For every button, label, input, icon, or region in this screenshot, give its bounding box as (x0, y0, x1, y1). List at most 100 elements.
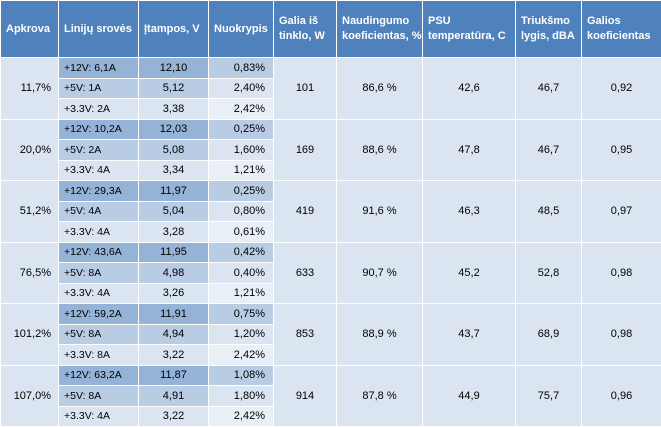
deviation-cell: 1,08% (208, 364, 274, 386)
line-current-cell: +12V: 43,6A (58, 241, 139, 263)
power-cell: 419 (273, 180, 337, 243)
deviation-cell: 0,42% (208, 241, 274, 263)
efficiency-cell: 88,6 % (336, 118, 423, 181)
power-factor-cell: 0,96 (581, 364, 661, 427)
table-row: +5V: 8A 4,94 1,20% (1, 323, 661, 345)
efficiency-cell: 87,8 % (336, 364, 423, 427)
deviation-cell: 1,80% (208, 385, 274, 407)
header-apkrova: Apkrova (0, 0, 59, 58)
voltage-cell: 5,08 (138, 139, 209, 161)
header-liniju-droves: Linijų srovės (58, 0, 139, 58)
temperature-cell: 44,9 (422, 364, 516, 427)
noise-cell: 46,7 (515, 118, 582, 181)
deviation-cell: 2,42% (208, 98, 274, 120)
voltage-cell: 5,04 (138, 200, 209, 222)
header-naudingumo: Naudingumo koeficientas, % (336, 0, 423, 58)
power-cell: 633 (273, 241, 337, 304)
table-row: 107,0% +12V: 63,2A 11,87 1,08% 914 87,8 % 44,9… (0, 364, 661, 427)
deviation-cell: 0,83% (208, 57, 274, 79)
voltage-cell: 12,10 (138, 57, 209, 79)
table-row: +5V: 8A 4,91 1,80% (1, 385, 661, 407)
table-row: 20,0% +12V: 10,2A 12,03 0,25% 169 88,6 % 47,8 4… (0, 118, 661, 181)
power-factor-cell: 0,98 (581, 241, 661, 304)
table-row: +3.3V: 4A 3,26 1,21% (1, 282, 661, 304)
power-factor-cell: 0,95 (581, 118, 661, 181)
line-current-cell: +5V: 8A (58, 385, 139, 407)
power-factor-cell: 0,97 (581, 180, 661, 243)
table-row: +5V: 4A 5,04 0,80% (1, 200, 661, 222)
header-galia: Galia iš tinklo, W (273, 0, 337, 58)
load-cell: 51,2% (0, 180, 59, 243)
deviation-cell: 2,42% (208, 405, 274, 427)
voltage-cell: 4,91 (138, 385, 209, 407)
efficiency-cell: 90,7 % (336, 241, 423, 304)
line-current-cell: +3.3V: 4A (58, 282, 139, 304)
power-cell: 101 (273, 57, 337, 120)
load-cell: 107,0% (0, 364, 59, 427)
temperature-cell: 42,6 (422, 57, 516, 120)
table-row: +5V: 8A 4,98 0,40% (1, 262, 661, 284)
deviation-cell: 2,40% (208, 77, 274, 99)
line-current-cell: +3.3V: 2A (58, 98, 139, 120)
noise-cell: 46,7 (515, 57, 582, 120)
efficiency-cell: 86,6 % (336, 57, 423, 120)
load-cell: 20,0% (0, 118, 59, 181)
line-current-cell: +5V: 1A (58, 77, 139, 99)
line-current-cell: +3.3V: 8A (58, 344, 139, 366)
line-current-cell: +12V: 29,3A (58, 180, 139, 202)
temperature-cell: 46,3 (422, 180, 516, 243)
power-cell: 169 (273, 118, 337, 181)
deviation-cell: 0,40% (208, 262, 274, 284)
table-row: +3.3V: 8A 3,22 2,42% (1, 344, 661, 366)
voltage-cell: 3,28 (138, 221, 209, 243)
table-row: +3.3V: 4A 3,28 0,61% (1, 221, 661, 243)
noise-cell: 75,7 (515, 364, 582, 427)
deviation-cell: 1,20% (208, 323, 274, 345)
efficiency-cell: 91,6 % (336, 180, 423, 243)
table-row: 76,5% +12V: 43,6A 11,95 0,42% 633 90,7 % 45,2 5… (0, 241, 661, 304)
deviation-cell: 1,60% (208, 139, 274, 161)
table-row: 51,2% +12V: 29,3A 11,97 0,25% 419 91,6 % 46,3 4… (0, 180, 661, 243)
voltage-cell: 3,22 (138, 405, 209, 427)
noise-cell: 52,8 (515, 241, 582, 304)
deviation-cell: 0,61% (208, 221, 274, 243)
header-itampos: Įtampos, V (138, 0, 209, 58)
noise-cell: 48,5 (515, 180, 582, 243)
deviation-cell: 2,42% (208, 344, 274, 366)
line-current-cell: +5V: 4A (58, 200, 139, 222)
voltage-cell: 12,03 (138, 118, 209, 140)
power-cell: 853 (273, 303, 337, 366)
line-current-cell: +12V: 6,1A (58, 57, 139, 79)
power-cell: 914 (273, 364, 337, 427)
deviation-cell: 0,25% (208, 180, 274, 202)
temperature-cell: 43,7 (422, 303, 516, 366)
table-row: +3.3V: 4A 3,22 2,42% (1, 405, 661, 427)
deviation-cell: 1,21% (208, 282, 274, 304)
deviation-cell: 0,80% (208, 200, 274, 222)
efficiency-cell: 88,9 % (336, 303, 423, 366)
line-current-cell: +5V: 2A (58, 139, 139, 161)
load-cell: 11,7% (0, 57, 59, 120)
line-current-cell: +12V: 10,2A (58, 118, 139, 140)
header-nuokrypis: Nuokrypis (208, 0, 274, 58)
load-cell: 76,5% (0, 241, 59, 304)
voltage-cell: 11,91 (138, 303, 209, 325)
noise-cell: 68,9 (515, 303, 582, 366)
table-row: +3.3V: 2A 3,38 2,42% (1, 98, 661, 120)
voltage-cell: 3,22 (138, 344, 209, 366)
line-current-cell: +12V: 59,2A (58, 303, 139, 325)
line-current-cell: +3.3V: 4A (58, 159, 139, 181)
deviation-cell: 1,21% (208, 159, 274, 181)
voltage-cell: 5,12 (138, 77, 209, 99)
line-current-cell: +12V: 63,2A (58, 364, 139, 386)
deviation-cell: 0,75% (208, 303, 274, 325)
voltage-cell: 11,97 (138, 180, 209, 202)
load-cell: 101,2% (0, 303, 59, 366)
line-current-cell: +3.3V: 4A (58, 405, 139, 427)
table-row: 11,7% +12V: 6,1A 12,10 0,83% 101 86,6 % 42,6 46… (0, 57, 661, 120)
table-row: 101,2% +12V: 59,2A 11,91 0,75% 853 88,9 % 43,7… (0, 303, 661, 366)
table-row: +3.3V: 4A 3,34 1,21% (1, 159, 661, 181)
deviation-cell: 0,25% (208, 118, 274, 140)
line-current-cell: +3.3V: 4A (58, 221, 139, 243)
